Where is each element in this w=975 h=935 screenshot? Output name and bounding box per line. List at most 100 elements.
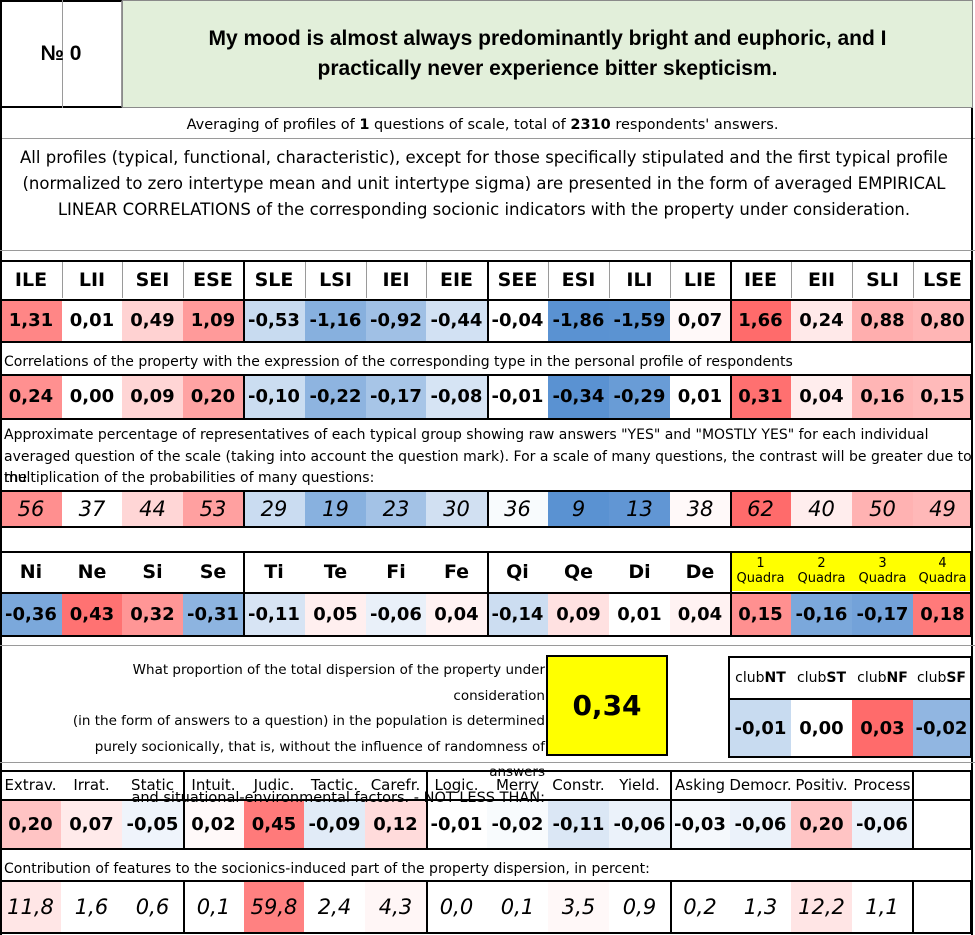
quadra-value: 0,18 [913, 593, 972, 635]
feature-value: 0,20 [0, 800, 61, 848]
feature-contribution: 0,1 [183, 882, 244, 932]
type-correlation-value: -0,08 [426, 375, 487, 418]
page-title: My mood is almost always predominantly b… [122, 0, 973, 108]
function-header: Se [199, 561, 227, 583]
quadra-header: 4 Quadra [913, 553, 972, 591]
type-correlation-value: -0,17 [366, 375, 426, 418]
feature-header: Constr. [552, 776, 605, 794]
quadra-header: 2 Quadra [791, 553, 852, 591]
record-number: № 0 [40, 42, 82, 65]
description-text: All profiles (typical, functional, chara… [20, 148, 948, 219]
club-prefix: club [797, 670, 827, 686]
club-value: -0,01 [730, 700, 791, 756]
quadra-number: 2 [817, 556, 826, 571]
feature-contribution: 1,3 [730, 882, 791, 932]
club-prefix: club [735, 670, 765, 686]
percent-note-line-2: averaged question of the scale (taking i… [4, 449, 972, 486]
summary-text-2: questions of scale, total of [369, 117, 571, 133]
feature-contribution: 0,6 [122, 882, 183, 932]
type-header: IEE [743, 269, 778, 291]
type-percent-value: 23 [366, 491, 426, 527]
quadra-value: 0,15 [730, 593, 791, 635]
feature-contribution: 11,8 [0, 882, 61, 932]
dispersion-text: What proportion of the total dispersion … [40, 658, 545, 811]
type-correlation-value: -0,29 [609, 375, 670, 418]
function-value: 0,32 [122, 593, 183, 635]
type-percent-value: 53 [183, 491, 243, 527]
function-value: -0,14 [487, 593, 548, 635]
type-header: EII [807, 269, 836, 291]
feature-header: Positiv. [795, 776, 848, 794]
function-header: Di [628, 561, 651, 583]
feature-header: Extrav. [4, 776, 57, 794]
feature-contribution: 0,2 [670, 882, 730, 932]
quadra-value: -0,16 [791, 593, 852, 635]
type-correlation-value: 0,15 [913, 375, 972, 418]
type-profile-value: -1,86 [548, 300, 609, 341]
quadra-number: 1 [756, 556, 765, 571]
feature-header: Static [131, 776, 174, 794]
type-header: LIE [683, 269, 717, 291]
function-value: -0,31 [183, 593, 243, 635]
feature-value: 0,20 [791, 800, 852, 848]
type-header: LSE [923, 269, 962, 291]
feature-value: -0,06 [852, 800, 912, 848]
feature-contribution: 59,8 [244, 882, 304, 932]
function-value: -0,36 [0, 593, 62, 635]
feature-value: -0,11 [548, 800, 609, 848]
function-header: Qi [506, 561, 529, 583]
feature-header: Judic. [253, 776, 295, 794]
header-number-box [0, 0, 122, 108]
type-header: ESE [193, 269, 233, 291]
type-percent-value: 30 [426, 491, 487, 527]
feature-header: Intuit. [191, 776, 236, 794]
type-header: SLE [254, 269, 294, 291]
dispersion-line-4: and situational-environmental factors. -… [131, 789, 545, 806]
dispersion-line-2: (in the form of answers to a question) i… [72, 713, 545, 729]
type-correlation-value: 0,16 [852, 375, 913, 418]
feature-value: -0,06 [730, 800, 791, 848]
quadra-number: 3 [878, 556, 887, 571]
feature-header: Logic. [434, 776, 479, 794]
feature-contribution: 0,9 [609, 882, 670, 932]
type-profile-value: -0,53 [243, 300, 305, 341]
dispersion-line-3: purely socionically, that is, without th… [94, 738, 545, 781]
function-header: Si [142, 561, 163, 583]
function-header: De [685, 561, 715, 583]
type-percent-value: 50 [852, 491, 913, 527]
function-header: Ti [264, 561, 284, 583]
type-header: SEE [497, 269, 538, 291]
type-correlation-value: -0,22 [305, 375, 366, 418]
feature-contribution: 1,1 [852, 882, 912, 932]
function-header: Ni [19, 561, 43, 583]
club-value: 0,00 [791, 700, 852, 756]
feature-header: Asking [675, 776, 725, 794]
feature-header: Merry [495, 776, 540, 794]
type-header: SLI [866, 269, 899, 291]
feature-contribution: 0,0 [426, 882, 487, 932]
type-correlation-value: 0,01 [670, 375, 730, 418]
quadra-header: 1 Quadra [730, 553, 791, 591]
club-value: -0,02 [913, 700, 970, 756]
club-name: NF [886, 670, 908, 686]
type-percent-value: 56 [0, 491, 62, 527]
type-profile-value: 0,07 [670, 300, 730, 341]
dispersion-value-box: 0,34 [546, 655, 668, 756]
club-header: club ST [791, 658, 852, 698]
feature-contribution: 12,2 [791, 882, 852, 932]
quadra-label: Quadra [858, 571, 907, 586]
feature-value: -0,01 [426, 800, 487, 848]
function-value: 0,04 [670, 593, 730, 635]
type-header: SEI [135, 269, 170, 291]
contribution-note: Contribution of features to the sociоnic… [4, 861, 650, 877]
club-header: club SF [913, 658, 970, 698]
type-correlation-value: 0,09 [122, 375, 183, 418]
quadra-header: 3 Quadra [852, 553, 913, 591]
feature-header: Yield. [619, 776, 660, 794]
type-percent-value: 44 [122, 491, 183, 527]
type-profile-value: 1,09 [183, 300, 243, 341]
type-percent-value: 37 [62, 491, 122, 527]
type-profile-value: 0,88 [852, 300, 913, 341]
function-value: 0,09 [548, 593, 609, 635]
function-value: 0,04 [426, 593, 487, 635]
